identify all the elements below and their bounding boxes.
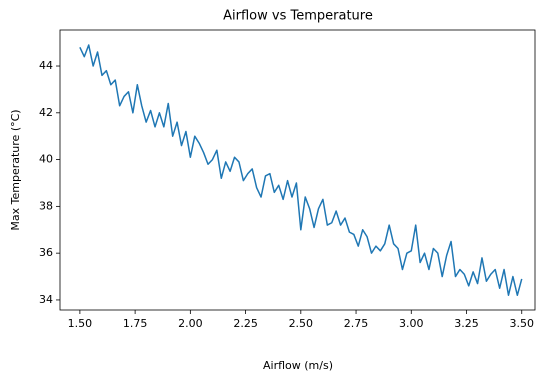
y-tick-label: 36: [39, 246, 53, 259]
y-axis-label: Max Temperature (°C): [9, 109, 22, 230]
y-tick-label: 44: [39, 59, 53, 72]
data-line: [79, 44, 523, 297]
plot-frame: [59, 29, 536, 311]
x-tick-label: 2.25: [233, 317, 258, 330]
x-tick-label: 2.75: [344, 317, 369, 330]
x-tick-label: 3.25: [454, 317, 479, 330]
y-tick-label: 34: [39, 293, 53, 306]
x-tick-label: 3.50: [509, 317, 534, 330]
x-axis-label: Airflow (m/s): [263, 359, 333, 372]
x-tick-label: 1.50: [68, 317, 93, 330]
x-tick-label: 1.75: [123, 317, 148, 330]
y-tick-label: 40: [39, 153, 53, 166]
x-tick-label: 2.50: [289, 317, 314, 330]
chart-title: Airflow vs Temperature: [223, 9, 373, 24]
x-tick-label: 3.00: [399, 317, 424, 330]
y-tick-label: 42: [39, 106, 53, 119]
y-tick-label: 38: [39, 199, 53, 212]
x-tick-label: 2.00: [178, 317, 203, 330]
